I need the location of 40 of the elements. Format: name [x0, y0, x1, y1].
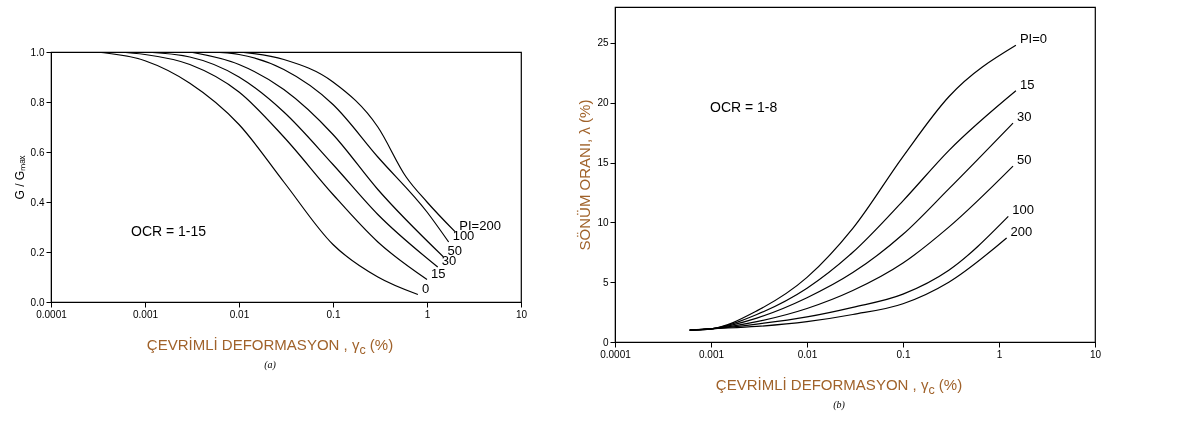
series-label: 50: [1017, 152, 1032, 168]
x-tick-label: 0.01: [797, 348, 818, 360]
series-label: 15: [1019, 76, 1035, 92]
x-tick-label: 1: [996, 348, 1003, 360]
annotation: OCR = 1-15: [131, 223, 207, 239]
y-tick-label: 1.0: [30, 46, 45, 58]
y-tick-label: 25: [597, 37, 609, 49]
y-tick-label: 0.8: [30, 96, 45, 108]
y-tick-label: 5: [602, 276, 609, 288]
y-tick-label: 20: [597, 97, 609, 109]
y-tick-label: 0.6: [30, 146, 45, 158]
y-tick-label: 0: [602, 336, 609, 348]
series-label: 15: [431, 265, 446, 281]
series-label: PI=0: [1019, 31, 1048, 47]
x-tick-label: 10: [1089, 348, 1102, 360]
x-tick-label: 0.1: [896, 348, 911, 360]
y-axis-title: G / Gₘₐₓ: [12, 155, 27, 200]
y-tick-label: 0.2: [30, 246, 45, 258]
text: (a): [264, 359, 276, 371]
x-tick-label: 0.0001: [36, 308, 68, 320]
x-tick-label: 1: [424, 308, 431, 320]
x-tick-label: 0.001: [132, 308, 159, 320]
x-tick-label: 0.0001: [600, 348, 632, 360]
text: (b): [833, 399, 845, 411]
y-tick-label: 0.4: [30, 196, 45, 208]
x-tick-label: 0.1: [326, 308, 341, 320]
y-axis-title: SÖNÜM ORANI, λ (%): [576, 99, 594, 251]
series-label: 200: [1010, 223, 1033, 239]
y-tick-label: 10: [597, 216, 609, 228]
x-tick-label: 0.01: [229, 308, 250, 320]
x-tick-label: 10: [515, 308, 528, 320]
x-axis-title: ÇEVRİMLİ DEFORMASYON , γ$_{c}$ (%): [146, 336, 394, 359]
series-label: 0: [421, 280, 430, 296]
y-tick-label: 0.0: [30, 296, 45, 308]
series-label: 30: [1017, 109, 1032, 125]
y-tick-label: 15: [597, 157, 609, 169]
x-axis-title: ÇEVRİMLİ DEFORMASYON , γ$_{c}$ (%): [715, 376, 963, 399]
series-label: 100: [1012, 202, 1035, 218]
x-tick-label: 0.001: [698, 348, 725, 360]
annotation: OCR = 1-8: [710, 98, 778, 115]
